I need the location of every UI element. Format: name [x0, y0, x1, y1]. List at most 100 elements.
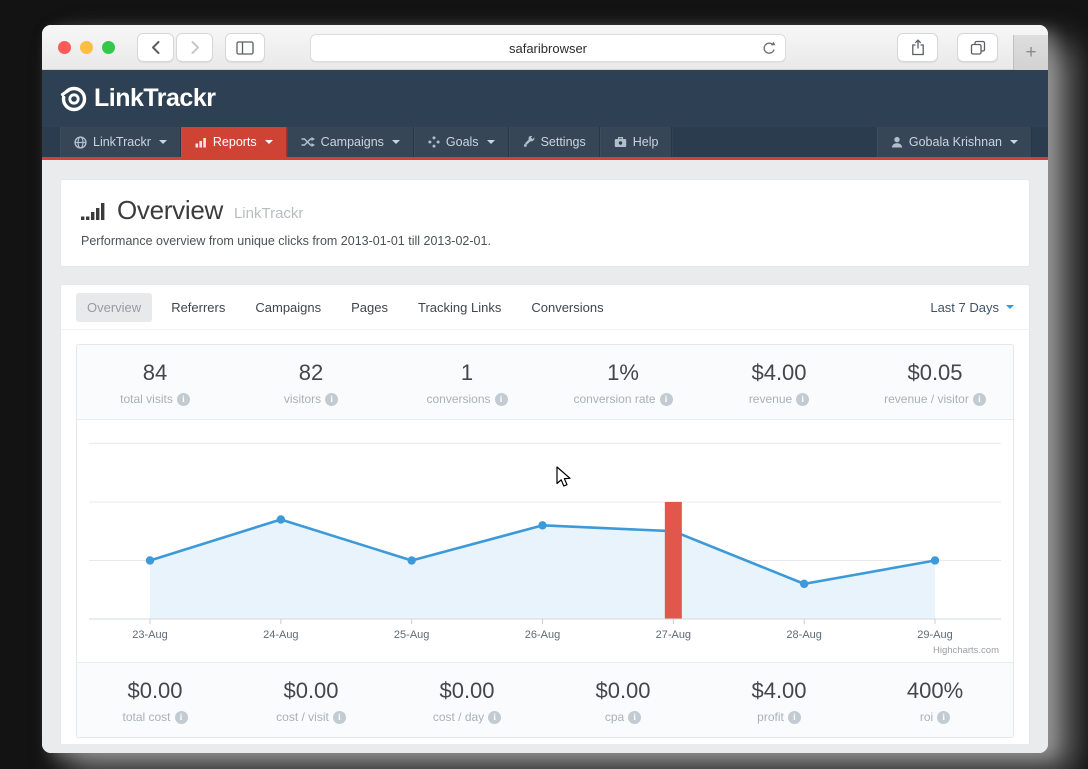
info-icon[interactable]: i — [787, 710, 801, 724]
info-icon[interactable]: i — [488, 710, 502, 724]
wrench-icon — [523, 136, 535, 148]
highlight-column-27-Aug[interactable] — [664, 501, 682, 619]
shuffle-icon — [301, 136, 315, 148]
stat-label: conversions i — [389, 392, 545, 406]
tab-overview-button[interactable] — [957, 33, 998, 62]
stat-label: cost / visit i — [233, 710, 389, 724]
stat-roi: 400% roi i — [857, 678, 1013, 724]
nav-item-label: LinkTrackr — [93, 135, 151, 149]
sidebar-toggle-button[interactable] — [225, 33, 265, 62]
info-icon[interactable]: i — [494, 392, 508, 406]
report-tabs: Overview Referrers Campaigns Pages Tracking … — [61, 285, 1029, 330]
stats-row-top: 84 total visits i 82 visitors i 1 conversions i 1… — [77, 345, 1013, 420]
share-button[interactable] — [897, 33, 938, 62]
info-icon[interactable]: i — [972, 392, 986, 406]
stat-cost-day: $0.00 cost / day i — [389, 678, 545, 724]
page-body: Overview LinkTrackr Performance overview… — [42, 160, 1048, 753]
tab-tracking-links[interactable]: Tracking Links — [418, 299, 502, 315]
data-point-25-Aug[interactable] — [407, 556, 416, 565]
minimize-window-button[interactable] — [80, 41, 93, 54]
user-name: Gobala Krishnan — [908, 135, 1002, 149]
nav-item-linktrackr[interactable]: LinkTrackr — [60, 127, 181, 157]
nav-item-settings[interactable]: Settings — [508, 127, 600, 157]
nav-spacer — [672, 127, 876, 157]
info-icon[interactable]: i — [659, 392, 673, 406]
stat-revenue: $4.00 revenue i — [701, 360, 857, 406]
app-header: LinkTrackr — [42, 70, 1048, 127]
address-bar[interactable]: safaribrowser — [310, 34, 786, 62]
info-icon[interactable]: i — [628, 710, 642, 724]
nav-item-reports[interactable]: Reports — [180, 127, 287, 157]
nav-item-help[interactable]: Help — [599, 127, 673, 157]
tab-pages[interactable]: Pages — [351, 299, 389, 315]
tab-conversions[interactable]: Conversions — [531, 299, 604, 315]
user-menu[interactable]: Gobala Krishnan — [876, 127, 1032, 157]
tab-overview[interactable]: Overview — [76, 292, 153, 322]
tabs-icon — [970, 40, 985, 55]
nav-item-label: Settings — [540, 135, 586, 149]
stat-label: total cost i — [77, 710, 233, 724]
tab-campaigns[interactable]: Campaigns — [255, 299, 322, 315]
stat-conversion-rate: 1% conversion rate i — [545, 360, 701, 406]
stat-value: 400% — [906, 678, 964, 703]
stat-value: $4.00 — [751, 678, 807, 703]
data-point-26-Aug[interactable] — [538, 521, 547, 530]
globe-icon — [74, 135, 87, 149]
nav-item-label: Reports — [212, 135, 257, 149]
forward-button[interactable] — [176, 33, 213, 62]
stat-cost-visit: $0.00 cost / visit i — [233, 678, 389, 724]
stat-value: $0.00 — [283, 678, 339, 703]
chevron-right-icon — [191, 41, 199, 54]
date-range-selector[interactable]: Last 7 Days — [930, 300, 1014, 315]
page-subtitle: Performance overview from unique clicks … — [81, 234, 491, 248]
data-point-29-Aug[interactable] — [930, 556, 940, 565]
app-logo[interactable]: LinkTrackr — [59, 84, 216, 113]
data-point-28-Aug[interactable] — [799, 579, 809, 589]
x-axis-label: 28-Aug — [786, 629, 821, 641]
bar-chart-icon — [195, 136, 207, 148]
stat-revenue-visitor: $0.05 revenue / visitor i — [857, 360, 1013, 406]
zoom-window-button[interactable] — [102, 41, 115, 54]
nav-item-label: Help — [632, 135, 659, 149]
report-card: Overview Referrers Campaigns Pages Tracking … — [60, 284, 1030, 744]
stat-label: conversion rate i — [545, 392, 701, 406]
x-axis-label: 23-Aug — [132, 629, 167, 641]
help-case-icon — [614, 136, 627, 148]
sidebar-icon — [236, 40, 254, 55]
info-icon[interactable]: i — [937, 710, 951, 724]
back-button[interactable] — [137, 33, 174, 62]
chart-credit[interactable]: Highcharts.com — [933, 645, 999, 656]
stat-cpa: $0.00 cpa i — [545, 678, 701, 724]
x-axis-label: 27-Aug — [656, 629, 691, 641]
x-axis-label: 26-Aug — [525, 629, 560, 641]
info-icon[interactable]: i — [332, 710, 346, 724]
x-axis-label: 29-Aug — [917, 629, 952, 641]
stat-label: revenue i — [701, 392, 857, 406]
data-point-24-Aug[interactable] — [276, 515, 286, 524]
data-point-23-Aug[interactable] — [145, 556, 155, 565]
nav-item-goals[interactable]: Goals — [413, 127, 509, 157]
nav-item-campaigns[interactable]: Campaigns — [286, 127, 414, 157]
linktrackr-logo-icon — [60, 86, 87, 112]
stat-value: $4.00 — [751, 360, 807, 385]
chart-canvas[interactable]: 23-Aug 24-Aug 25-Aug 26-Aug 27-Aug 28-Aug 29-A… — [77, 420, 1013, 662]
info-icon[interactable]: i — [796, 392, 810, 406]
page-title-card: Overview LinkTrackr Performance overview… — [60, 179, 1030, 267]
stats-chart-panel: 84 total visits i 82 visitors i 1 conversions i 1… — [76, 344, 1014, 738]
stat-value: $0.00 — [595, 678, 651, 703]
page-title: Overview — [117, 195, 223, 225]
new-tab-button[interactable]: + — [1013, 35, 1048, 70]
reload-button[interactable] — [761, 40, 776, 60]
x-axis-label: 24-Aug — [263, 629, 298, 641]
info-icon[interactable]: i — [325, 392, 339, 406]
info-icon[interactable]: i — [176, 392, 190, 406]
tab-referrers[interactable]: Referrers — [171, 299, 226, 315]
app-logo-text: LinkTrackr — [94, 84, 216, 112]
stat-value: $0.00 — [439, 678, 495, 703]
close-window-button[interactable] — [58, 41, 71, 54]
visits-line-chart: 23-Aug 24-Aug 25-Aug 26-Aug 27-Aug 28-Aug 29-A… — [89, 442, 1001, 656]
area-fill — [150, 519, 935, 619]
chevron-down-icon — [1006, 305, 1014, 309]
browser-window: safaribrowser + — [42, 25, 1048, 753]
info-icon[interactable]: i — [174, 710, 188, 724]
